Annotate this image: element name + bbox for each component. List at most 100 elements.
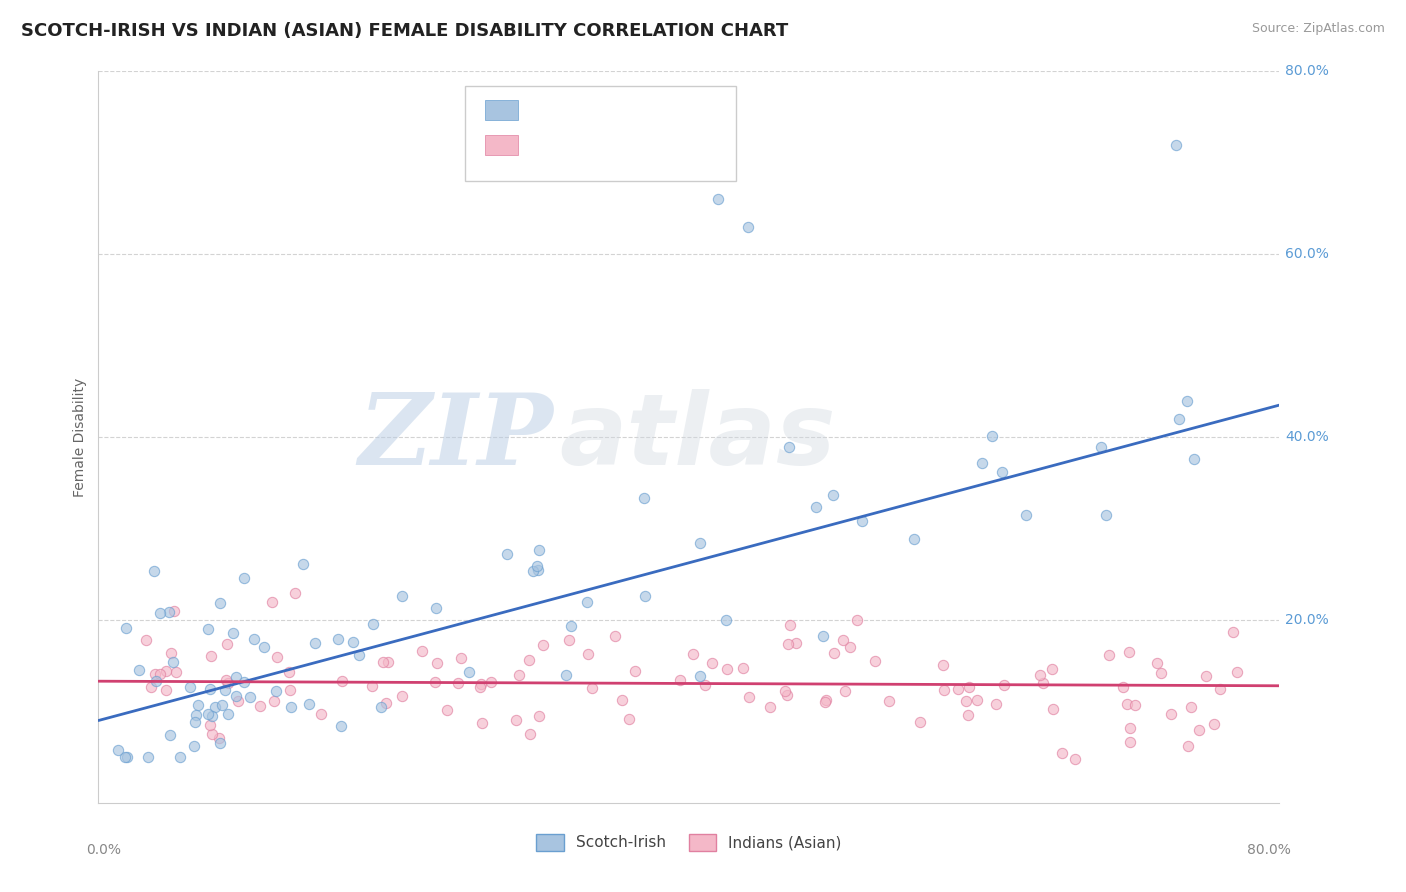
- Point: [776, 688, 799, 702]
- Point: [522, 564, 544, 578]
- Point: [253, 640, 276, 655]
- Point: [702, 656, 724, 670]
- Point: [114, 750, 136, 764]
- Point: [197, 622, 219, 636]
- Point: [623, 664, 645, 678]
- Point: [527, 709, 550, 723]
- Point: [1222, 624, 1244, 639]
- Text: N=: N=: [644, 136, 676, 154]
- Point: [249, 699, 271, 714]
- Text: 80.0%: 80.0%: [1247, 843, 1291, 857]
- Point: [309, 706, 332, 721]
- Point: [689, 669, 711, 683]
- Point: [200, 648, 222, 663]
- Point: [128, 663, 150, 677]
- Point: [1118, 645, 1140, 659]
- Point: [956, 708, 979, 723]
- Point: [1150, 665, 1173, 680]
- Point: [266, 650, 288, 665]
- Text: -0.061: -0.061: [576, 136, 636, 154]
- Point: [508, 667, 530, 681]
- Point: [450, 651, 472, 665]
- Point: [737, 690, 759, 705]
- Point: [1015, 508, 1038, 522]
- Text: 78: 78: [679, 101, 703, 120]
- Point: [555, 668, 578, 682]
- Point: [157, 606, 180, 620]
- Point: [1180, 700, 1202, 714]
- Point: [225, 690, 247, 704]
- Text: SCOTCH-IRISH VS INDIAN (ASIAN) FEMALE DISABILITY CORRELATION CHART: SCOTCH-IRISH VS INDIAN (ASIAN) FEMALE DI…: [21, 22, 789, 40]
- Point: [910, 714, 932, 729]
- Point: [423, 674, 446, 689]
- Point: [610, 693, 633, 707]
- Point: [778, 440, 800, 454]
- Point: [135, 633, 157, 648]
- Point: [183, 739, 205, 754]
- Point: [470, 676, 492, 690]
- Point: [217, 676, 239, 690]
- Point: [689, 536, 711, 550]
- Point: [117, 750, 139, 764]
- Text: R =: R =: [531, 101, 568, 120]
- Point: [517, 653, 540, 667]
- Point: [1032, 676, 1054, 690]
- Point: [371, 655, 394, 669]
- Point: [149, 667, 172, 681]
- Point: [682, 647, 704, 661]
- Y-axis label: Female Disability: Female Disability: [73, 377, 87, 497]
- Point: [1040, 662, 1063, 676]
- Point: [470, 681, 492, 695]
- Point: [931, 658, 953, 673]
- Text: ZIP: ZIP: [359, 389, 553, 485]
- Point: [197, 707, 219, 722]
- Point: [838, 640, 860, 655]
- Point: [955, 694, 977, 708]
- Point: [993, 678, 1015, 692]
- Point: [1195, 669, 1218, 683]
- Text: N=: N=: [644, 101, 676, 120]
- Point: [804, 500, 827, 514]
- Point: [526, 558, 548, 573]
- Point: [576, 594, 599, 608]
- Text: 40.0%: 40.0%: [1285, 430, 1329, 444]
- Text: 0.0%: 0.0%: [87, 843, 121, 857]
- Point: [845, 613, 868, 627]
- Point: [759, 700, 782, 714]
- Point: [669, 673, 692, 688]
- Point: [298, 698, 321, 712]
- Point: [1090, 441, 1112, 455]
- Point: [980, 428, 1002, 442]
- Point: [707, 192, 730, 206]
- Point: [425, 601, 447, 615]
- Point: [970, 456, 993, 470]
- Point: [966, 692, 988, 706]
- Point: [823, 488, 845, 502]
- Point: [163, 604, 186, 618]
- Point: [946, 681, 969, 696]
- Point: [633, 589, 655, 603]
- Point: [233, 571, 256, 585]
- Point: [225, 670, 247, 684]
- Point: [179, 680, 201, 694]
- Point: [155, 682, 177, 697]
- Point: [457, 665, 479, 679]
- Point: [283, 585, 305, 599]
- Point: [576, 647, 599, 661]
- FancyBboxPatch shape: [485, 135, 517, 155]
- Point: [226, 694, 249, 708]
- Point: [1177, 739, 1199, 754]
- Point: [619, 711, 641, 725]
- Point: [1226, 665, 1249, 679]
- Point: [1188, 723, 1211, 738]
- Point: [211, 698, 233, 712]
- Point: [1168, 412, 1191, 426]
- Point: [263, 694, 285, 708]
- Point: [377, 655, 399, 669]
- Point: [391, 589, 413, 603]
- Point: [200, 682, 222, 697]
- Point: [201, 727, 224, 741]
- Point: [879, 694, 901, 708]
- Point: [1175, 393, 1198, 408]
- Point: [148, 607, 170, 621]
